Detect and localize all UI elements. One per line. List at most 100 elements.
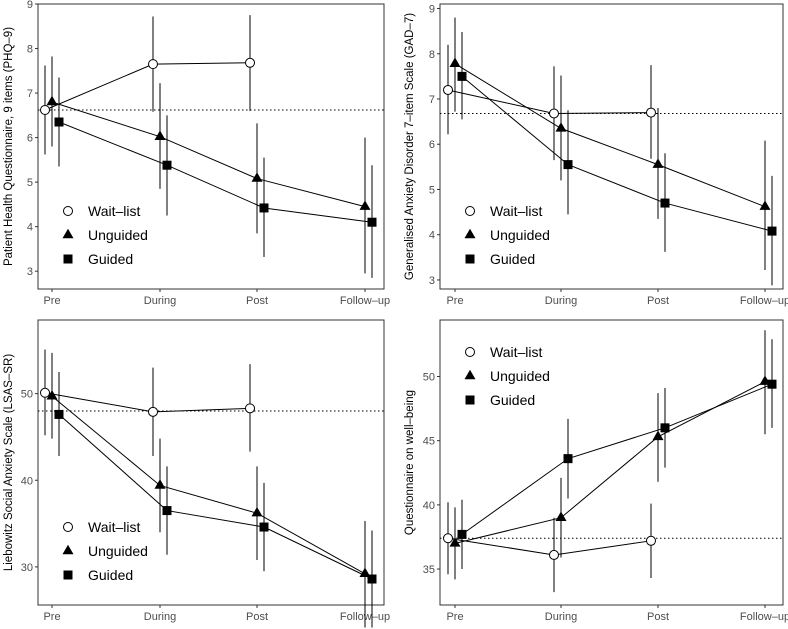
- x-tick-label: During: [545, 295, 577, 307]
- y-tick-label: 6: [27, 133, 33, 145]
- y-tick-label: 30: [21, 562, 33, 574]
- data-point: [457, 71, 467, 81]
- data-point: [54, 117, 64, 127]
- y-axis-title: Patient Health Questionnaire, 9 items (P…: [3, 27, 15, 266]
- data-point: [46, 95, 58, 106]
- y-tick-label: 40: [21, 475, 33, 487]
- series-Unguided: [46, 352, 371, 628]
- y-tick-label: 35: [423, 564, 435, 576]
- y-tick-label: 7: [27, 88, 33, 100]
- y-tick-label: 50: [423, 371, 435, 383]
- x-tick-label: Post: [246, 611, 268, 623]
- data-point: [549, 549, 559, 560]
- panel-frame: [439, 3, 784, 290]
- legend-label: Wait–list: [490, 344, 542, 360]
- y-axis-title: Questionnaire on well–being: [404, 390, 416, 535]
- data-point: [646, 535, 656, 546]
- series-line: [447, 89, 652, 114]
- data-point: [759, 200, 771, 210]
- legend-key: [63, 570, 73, 580]
- legend-label: Unguided: [88, 227, 148, 243]
- series-line: [447, 537, 652, 556]
- legend-key: [465, 254, 475, 264]
- panel-frame: [439, 319, 784, 606]
- legend: Wait–list Unguided Guided: [464, 344, 550, 408]
- series-line: [58, 121, 373, 223]
- legend-label: Wait–list: [88, 519, 140, 535]
- series-Wait–list: [443, 44, 656, 161]
- data-point: [563, 454, 573, 464]
- panel-frame: [37, 3, 385, 290]
- legend-label: Guided: [490, 392, 535, 408]
- series-line: [51, 101, 366, 208]
- series-Wait–list: [443, 502, 656, 593]
- y-tick-label: 8: [27, 44, 33, 56]
- legend-key: [63, 206, 73, 216]
- data-point: [251, 506, 263, 517]
- series-Wait–list: [40, 15, 255, 155]
- data-point: [54, 409, 64, 419]
- legend: Wait–list Unguided Guided: [62, 203, 148, 267]
- data-point: [652, 158, 664, 168]
- x-tick-label: During: [144, 611, 176, 623]
- legend-label: Wait–list: [88, 203, 140, 219]
- data-point: [457, 529, 467, 539]
- series-Guided: [457, 32, 777, 286]
- panel-2: 3 4 5 6 7 8 9 Pre During Post Follow–up Generalised…: [404, 3, 788, 307]
- data-point: [449, 57, 461, 67]
- series-line: [44, 62, 251, 111]
- data-point: [359, 200, 371, 210]
- data-point: [154, 479, 166, 489]
- data-point: [40, 104, 50, 115]
- y-tick-label: 4: [429, 230, 435, 242]
- series-Guided: [457, 339, 777, 570]
- data-point: [660, 423, 670, 433]
- series-Wait–list: [40, 349, 255, 457]
- series-line: [44, 392, 251, 413]
- y-tick-label: 5: [27, 177, 33, 189]
- x-tick-label: Pre: [446, 611, 463, 623]
- data-point: [367, 217, 377, 227]
- data-point: [767, 379, 777, 389]
- data-point: [443, 84, 453, 95]
- legend-label: Guided: [88, 251, 133, 267]
- y-tick-label: 8: [429, 49, 435, 61]
- legend-label: Wait–list: [490, 203, 542, 219]
- series-line: [461, 383, 773, 535]
- legend-key: [465, 347, 475, 357]
- data-point: [46, 389, 58, 400]
- series-line: [454, 63, 766, 208]
- x-tick-label: Follow–up: [340, 295, 390, 307]
- panel-1: 3 4 5 6 7 8 9 Pre During Post Follow–up Patient Hea…: [3, 0, 390, 307]
- data-point: [555, 122, 567, 132]
- y-tick-label: 40: [423, 500, 435, 512]
- y-tick-label: 6: [429, 139, 435, 151]
- x-tick-label: Follow–up: [740, 295, 788, 307]
- data-point: [162, 160, 172, 170]
- data-point: [245, 57, 255, 68]
- legend-key: [465, 206, 475, 216]
- y-tick-label: 3: [27, 266, 33, 278]
- data-point: [652, 430, 664, 441]
- x-tick-label: During: [545, 611, 577, 623]
- data-point: [251, 172, 263, 182]
- series-line: [51, 395, 366, 575]
- legend-label: Unguided: [490, 368, 550, 384]
- data-point: [443, 533, 453, 544]
- data-point: [259, 203, 269, 213]
- series-Guided: [54, 371, 377, 628]
- data-point: [555, 511, 567, 521]
- panel-frame: [37, 319, 385, 606]
- data-point: [148, 59, 158, 70]
- legend-key: [465, 395, 475, 405]
- x-tick-label: Follow–up: [740, 611, 788, 623]
- series-line: [461, 75, 773, 232]
- x-tick-label: Pre: [43, 295, 60, 307]
- x-tick-label: Post: [647, 611, 669, 623]
- legend-key: [63, 522, 73, 532]
- legend-key: [63, 254, 73, 264]
- legend: Wait–list Unguided Guided: [464, 203, 550, 267]
- y-tick-label: 45: [423, 436, 435, 448]
